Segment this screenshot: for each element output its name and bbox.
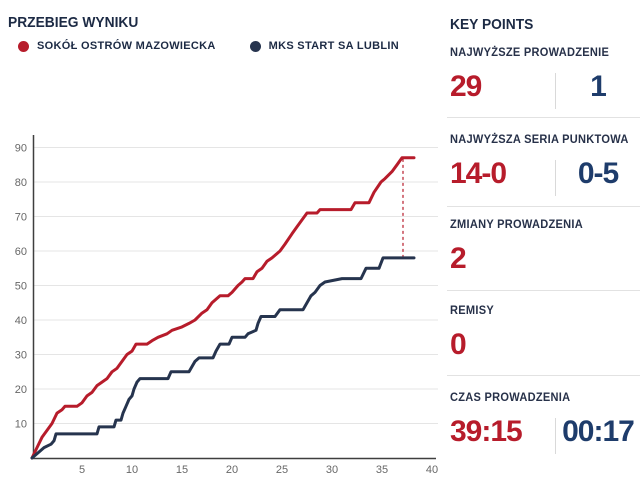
- away-value: 0-5: [577, 157, 619, 190]
- chart-legend: SOKÓŁ OSTRÓW MAZOWIECKA MKS START SA LUB…: [18, 40, 399, 52]
- y-tick-label: 90: [15, 143, 27, 155]
- value-separator: [555, 73, 556, 109]
- key-points-title: KEY POINTS: [450, 16, 534, 34]
- home-value: 29: [450, 70, 482, 103]
- key-point-label: REMISY: [450, 303, 494, 317]
- key-point-highest-lead: NAJWYŻSZE PROWADZENIE 29 1: [450, 46, 640, 110]
- key-point-label: CZAS PROWADZENIA: [450, 390, 571, 404]
- y-tick-label: 20: [15, 384, 27, 396]
- value-separator: [555, 418, 556, 454]
- legend-item-home: SOKÓŁ OSTRÓW MAZOWIECKA: [18, 40, 216, 52]
- key-point-time-leading: CZAS PROWADZENIA 39:15 00:17: [450, 391, 640, 455]
- y-tick-label: 30: [15, 350, 27, 362]
- key-point-label: NAJWYŻSZE PROWADZENIE: [450, 45, 610, 59]
- divider: [447, 290, 640, 291]
- home-value: 0: [450, 328, 467, 361]
- y-tick-label: 10: [15, 419, 27, 431]
- divider: [447, 117, 640, 118]
- x-tick-label: 10: [126, 464, 138, 476]
- home-value: 14-0: [450, 157, 507, 190]
- x-tick-label: 5: [79, 464, 85, 476]
- home-value: 2: [450, 242, 467, 275]
- y-tick-label: 60: [15, 246, 27, 258]
- x-tick-label: 35: [376, 464, 388, 476]
- key-points-panel: KEY POINTS NAJWYŻSZE PROWADZENIE 29 1 NA…: [447, 0, 640, 479]
- legend-item-away: MKS START SA LUBLIN: [249, 40, 399, 52]
- divider: [447, 375, 640, 376]
- key-point-label: NAJWYŻSZA SERIA PUNKTOWA: [450, 132, 629, 146]
- series-line-home: [30, 156, 416, 460]
- x-tick-label: 15: [176, 464, 188, 476]
- key-point-lead-changes: ZMIANY PROWADZENIA 2: [450, 218, 640, 282]
- chart-title: PRZEBIEG WYNIKU: [8, 14, 139, 32]
- series-line-away: [30, 256, 416, 460]
- away-value: 1: [590, 70, 607, 103]
- away-team-label: MKS START SA LUBLIN: [268, 40, 399, 52]
- y-tick-label: 50: [15, 281, 27, 293]
- home-value: 39:15: [450, 415, 523, 448]
- divider: [447, 206, 640, 207]
- key-point-ties: REMISY 0: [450, 304, 640, 368]
- home-team-label: SOKÓŁ OSTRÓW MAZOWIECKA: [37, 40, 216, 52]
- key-point-biggest-run: NAJWYŻSZA SERIA PUNKTOWA 14-0 0-5: [450, 133, 640, 197]
- score-chart: 10 20 30 40 50 60 70 80 90 5 10 15 20 25 30 35 40: [15, 135, 438, 476]
- y-tick-label: 80: [15, 177, 27, 189]
- y-tick-label: 40: [15, 315, 27, 327]
- value-separator: [555, 160, 556, 196]
- home-team-dot-icon: [18, 40, 29, 52]
- away-value: 00:17: [562, 415, 635, 448]
- away-team-dot-icon: [249, 40, 261, 52]
- x-tick-label: 20: [226, 464, 238, 476]
- x-tick-label: 30: [326, 464, 338, 476]
- x-tick-label: 25: [276, 464, 288, 476]
- key-point-label: ZMIANY PROWADZENIA: [450, 217, 583, 231]
- y-tick-label: 70: [15, 212, 27, 224]
- x-tick-label: 40: [426, 464, 438, 476]
